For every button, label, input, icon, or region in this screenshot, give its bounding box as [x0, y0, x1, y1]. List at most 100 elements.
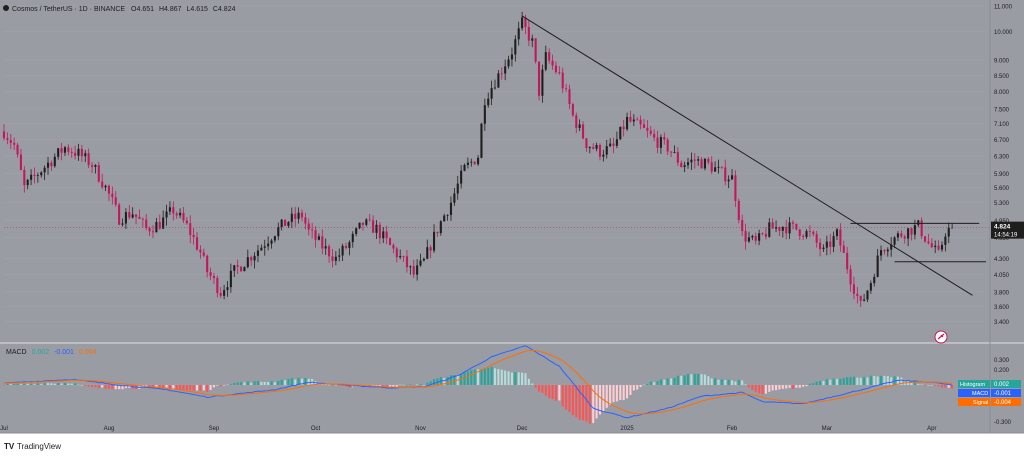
macd-hist-bar [839, 378, 842, 385]
candle-body [504, 66, 507, 74]
macd-hist-bar [805, 385, 808, 387]
candle-body [382, 231, 385, 239]
candle-body [514, 39, 517, 55]
macd-hist-bar [128, 385, 131, 388]
candle-body [456, 183, 459, 194]
macd-hist-bar [541, 385, 544, 393]
macd-hist-bar [727, 379, 730, 385]
macd-hist-bar [307, 378, 310, 385]
macd-tick-label: 0.200 [994, 368, 1010, 374]
candle-body [720, 166, 723, 168]
macd-hist-bar [334, 384, 337, 386]
macd-hist-bar [781, 385, 784, 389]
macd-tick-label: -0.300 [994, 420, 1012, 426]
macd-hist-bar [60, 383, 63, 385]
candle-body [40, 172, 43, 176]
macd-hist-bar [399, 384, 402, 386]
macd-hist-bar [822, 380, 825, 385]
macd-hist-bar [395, 385, 398, 387]
macd-hist-bar [507, 371, 510, 385]
candle-body [290, 213, 293, 222]
macd-hist-bar [483, 368, 486, 385]
candle-body [714, 167, 717, 172]
macd-hist-bar [676, 375, 679, 385]
macd-hist-bar [348, 385, 351, 388]
candle-body [683, 165, 686, 168]
macd-hist-bar [646, 383, 649, 385]
macd-hist-bar [436, 378, 439, 385]
macd-hist-bar [192, 385, 195, 391]
macd-hist-bar [873, 375, 876, 385]
macd-hist-bar [622, 385, 625, 401]
macd-hist-bar [758, 385, 761, 394]
macd-hist-bar [260, 381, 263, 385]
candle-body [443, 215, 446, 222]
candle-body [707, 158, 710, 163]
candle-body [863, 299, 866, 301]
candle-body [615, 139, 618, 146]
macd-hist-bar [863, 376, 866, 385]
candle-body [179, 212, 182, 216]
macd-hist-bar [890, 377, 893, 385]
macd-hist-bar [273, 382, 276, 385]
candle-body [243, 267, 246, 272]
tradingview-logo-mark: TV [4, 442, 15, 451]
candle-body [548, 52, 551, 61]
y-tick-label: 8.000 [994, 90, 1010, 96]
macd-pane [2, 345, 986, 424]
candle-body [551, 60, 554, 66]
legend-histogram-value: 0.002 [994, 382, 1010, 388]
macd-hist-bar [40, 384, 43, 385]
tradingview-logo[interactable]: TV TradingView [4, 442, 61, 451]
candle-body [87, 153, 90, 166]
macd-hist-bar [568, 385, 571, 413]
candle-body [473, 161, 476, 165]
macd-hist-bar [107, 385, 111, 389]
candle-body [2, 131, 6, 139]
ohlc-header: Cosmos / TetherUS · 1D · BINANCE O4.651 … [3, 5, 236, 13]
candle-body [734, 175, 737, 201]
candle-body [510, 54, 513, 60]
macd-hist-bar [751, 385, 754, 390]
x-tick-label: Aug [104, 426, 115, 432]
drawing-tool-icon[interactable] [934, 330, 948, 344]
candle-body [13, 142, 16, 145]
candle-body [273, 236, 276, 241]
candle-body [920, 220, 923, 237]
macd-hist-bar [544, 385, 547, 396]
y-tick-label: 11.000 [994, 5, 1013, 11]
y-tick-label: 4.300 [994, 257, 1010, 263]
macd-hist-bar [443, 377, 446, 385]
candle-body [226, 287, 229, 291]
candle-body [527, 27, 530, 41]
macd-hist-bar [707, 376, 710, 385]
trendlines[interactable] [521, 15, 986, 296]
macd-hist-bar [737, 380, 740, 385]
macd-hist-bar [741, 380, 744, 385]
macd-hist-bar [101, 385, 104, 388]
candle-body [287, 221, 290, 226]
macd-hist-bar [693, 373, 696, 385]
candle-body [923, 236, 927, 242]
macd-hist-bar [703, 374, 706, 385]
descending-trendline[interactable] [521, 15, 973, 296]
macd-hist-bar [680, 375, 683, 385]
candle-body [422, 258, 425, 261]
macd-hist-bar [815, 381, 818, 385]
candle-body [605, 146, 608, 155]
candle-body [890, 244, 893, 250]
candle-body [311, 229, 314, 231]
candle-body [175, 213, 178, 216]
candle-body [886, 249, 889, 252]
candle-body [463, 164, 466, 171]
candle-body [57, 148, 60, 157]
macd-hist-bar [212, 385, 215, 388]
candle-body [758, 233, 761, 241]
candle-body [145, 219, 148, 229]
macd-hist-bar [730, 380, 734, 385]
macd-hist-bar [521, 372, 524, 385]
macd-hist-bar [548, 385, 551, 399]
candle-body [135, 214, 138, 217]
